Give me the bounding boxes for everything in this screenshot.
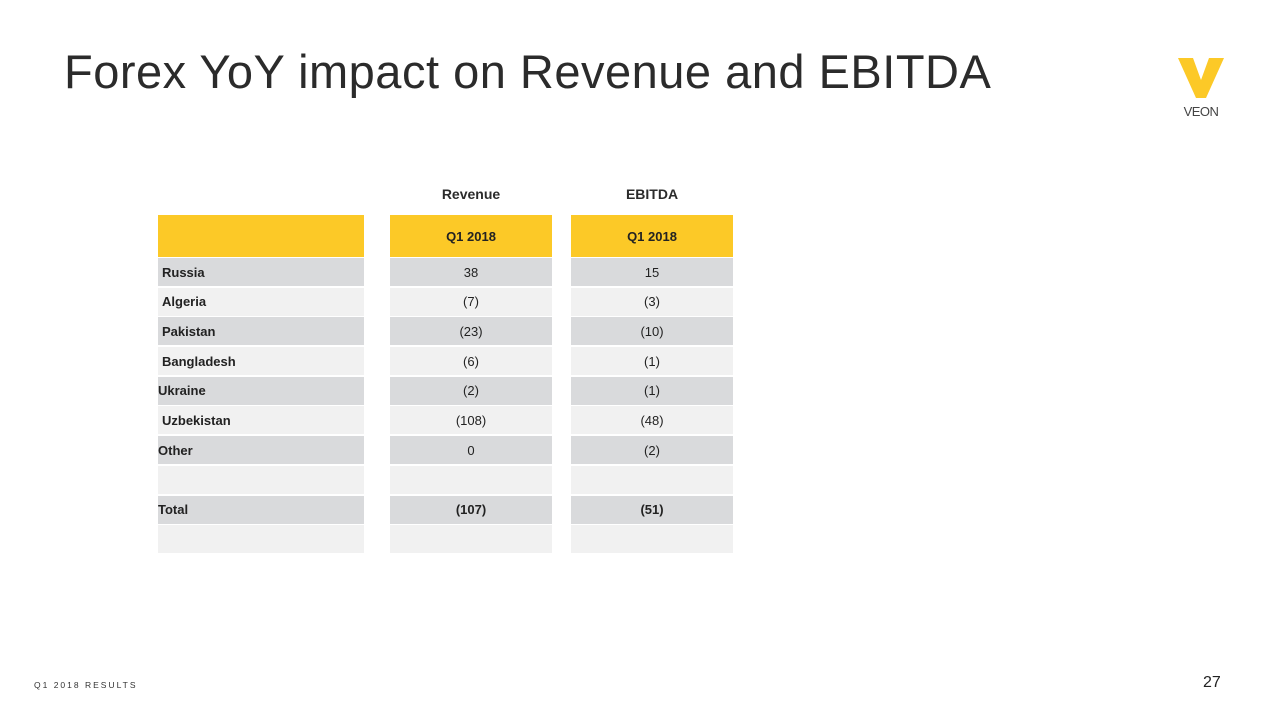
- logo-text: VEON: [1183, 104, 1219, 119]
- row-label: Uzbekistan: [158, 406, 364, 435]
- row-label: Ukraine: [158, 376, 364, 405]
- revenue-cell: [390, 465, 552, 494]
- revenue-cell: 0: [390, 436, 552, 465]
- row-label: Russia: [158, 258, 364, 286]
- ebitda-cell: (1): [571, 376, 733, 405]
- row-label: Other: [158, 436, 364, 465]
- revenue-cell: (7): [390, 287, 552, 316]
- ebitda-heading: EBITDA: [625, 186, 679, 202]
- label-header-cell: [158, 215, 364, 257]
- row-label: Pakistan: [158, 317, 364, 346]
- ebitda-cell: [571, 525, 733, 554]
- revenue-column: Q1 2018 38 (7) (23) (6) (2) (108) 0 (107…: [390, 215, 552, 555]
- revenue-cell: 38: [390, 258, 552, 286]
- row-label-empty: [158, 525, 364, 554]
- row-label: Bangladesh: [158, 347, 364, 376]
- revenue-cell: (23): [390, 317, 552, 346]
- ebitda-cell: [571, 465, 733, 494]
- ebitda-cell: (10): [571, 317, 733, 346]
- footer-section-label: Q1 2018 RESULTS: [34, 680, 138, 690]
- ebitda-total-cell: (51): [571, 495, 733, 524]
- ebitda-period-header: Q1 2018: [571, 215, 733, 257]
- revenue-cell: (6): [390, 347, 552, 376]
- revenue-total-cell: (107): [390, 495, 552, 524]
- revenue-cell: (108): [390, 406, 552, 435]
- row-label-empty: [158, 465, 364, 494]
- label-column: Russia Algeria Pakistan Bangladesh Ukrai…: [158, 215, 364, 555]
- ebitda-cell: (2): [571, 436, 733, 465]
- ebitda-column: Q1 2018 15 (3) (10) (1) (1) (48) (2) (51…: [571, 215, 733, 555]
- ebitda-cell: (3): [571, 287, 733, 316]
- revenue-cell: (2): [390, 376, 552, 405]
- page-number: 27: [1203, 674, 1221, 691]
- ebitda-cell: (1): [571, 347, 733, 376]
- ebitda-cell: 15: [571, 258, 733, 286]
- veon-v-icon: [1178, 58, 1224, 98]
- revenue-heading: Revenue: [441, 186, 501, 202]
- revenue-cell: [390, 525, 552, 554]
- total-label: Total: [158, 495, 364, 524]
- ebitda-cell: (48): [571, 406, 733, 435]
- row-label: Algeria: [158, 287, 364, 316]
- veon-logo: VEON: [1176, 56, 1226, 120]
- revenue-period-header: Q1 2018: [390, 215, 552, 257]
- slide-title: Forex YoY impact on Revenue and EBITDA: [64, 45, 992, 98]
